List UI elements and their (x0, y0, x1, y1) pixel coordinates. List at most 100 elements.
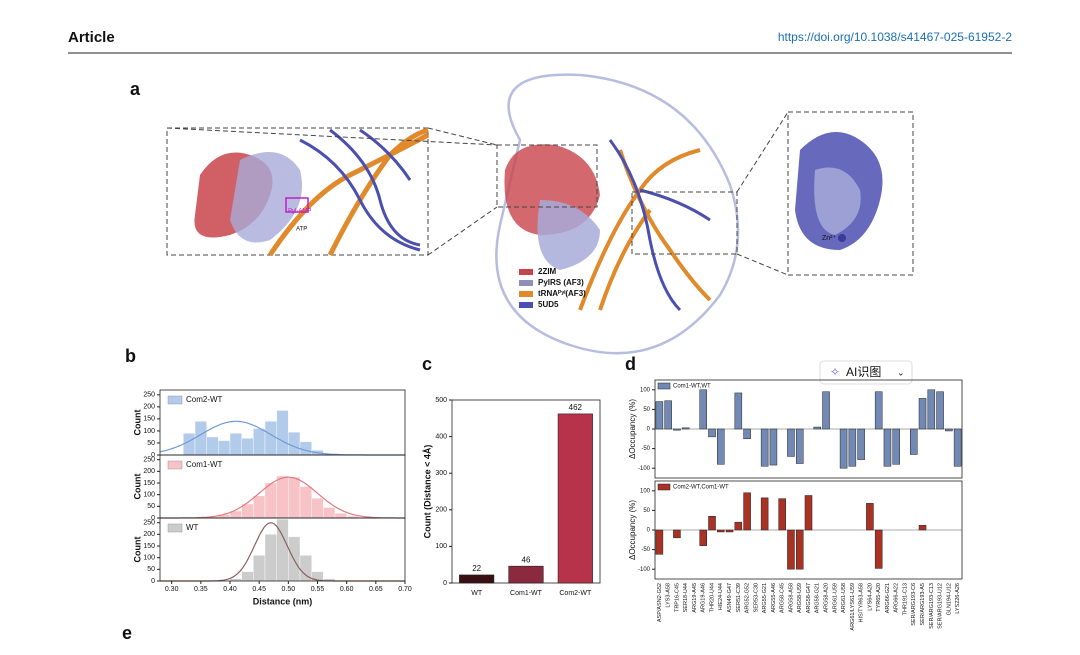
bar (655, 401, 664, 430)
bar (822, 391, 830, 430)
legend-label: tRNAᴾʸˡ(AF3) (538, 289, 586, 298)
bar (681, 427, 690, 430)
x-tick-label: ARG58-C45 (780, 583, 786, 613)
button-label[interactable]: AI识图 (846, 365, 881, 379)
bar (909, 428, 918, 455)
x-tick-label: 0.30 (165, 586, 179, 593)
bar (725, 529, 734, 533)
rna-strand (608, 139, 711, 312)
x-tick-label: 0.70 (398, 586, 412, 593)
value-label: 46 (522, 555, 531, 564)
protein-cartoon (230, 152, 302, 243)
structure-figure: Pyl-AMP ATP Zn²⁺ (166, 73, 914, 355)
hist-bar (206, 436, 219, 456)
hist-bar (334, 513, 347, 519)
bar (866, 503, 874, 531)
protein-cartoon (537, 200, 600, 270)
x-tick-label: WT (471, 590, 483, 597)
x-tick-label: ARG66-G21 (885, 583, 891, 613)
legend-swatch (519, 280, 533, 286)
doi-link[interactable]: https://doi.org/10.1038/s41467-025-61952… (778, 30, 1013, 44)
bar (874, 391, 883, 430)
hist-bar (253, 428, 266, 456)
bar (778, 498, 786, 531)
bar (787, 529, 795, 570)
ligand-label: Pyl-AMP (288, 209, 311, 215)
zoom-region (631, 191, 738, 255)
y-tick-label: 0 (647, 528, 651, 534)
bar (918, 398, 927, 430)
legend-swatch (167, 460, 183, 470)
y-tick-label: 200 (143, 531, 155, 538)
plot-frame (159, 517, 406, 582)
hist-bar (276, 475, 289, 519)
x-tick-label: ASP/ASN2-G52 (657, 583, 663, 622)
y-tick-label: 50 (643, 407, 650, 413)
hist-bar (264, 534, 277, 582)
button-frame[interactable] (819, 360, 913, 385)
x-tick-label: SER51-C39 (736, 583, 742, 612)
bar (673, 529, 681, 539)
hist-bar (299, 441, 312, 456)
x-tick-label: 0.55 (311, 586, 325, 593)
bar (557, 413, 593, 584)
y-tick-label: 50 (147, 503, 155, 510)
x-tick-label: TYR65-A20 (876, 583, 882, 612)
panel-label: b (125, 346, 136, 366)
ai-button[interactable]: ✧ AI识图 ⌄ (819, 360, 913, 385)
ligand-label: ATP (296, 227, 307, 233)
y-axis-label: Count (132, 537, 142, 563)
legend-label: WT (186, 523, 199, 532)
hist-bar (299, 486, 312, 519)
bar (760, 428, 769, 467)
hist-bar (241, 571, 254, 582)
legend-swatch (657, 483, 671, 491)
hist-bar (323, 507, 336, 519)
x-tick-label: ARG58-G21 (815, 583, 821, 613)
bar (857, 428, 865, 460)
x-tick-label: ASN49-G47 (727, 583, 733, 613)
y-tick-label: 250 (143, 457, 155, 464)
bar (795, 428, 804, 464)
x-tick-label: ARG61/LYS61-U59 (850, 583, 856, 631)
connector (736, 111, 789, 193)
x-tick-label: THR191-C13 (902, 583, 908, 615)
trna-helix (267, 132, 430, 257)
hist-bar (253, 495, 266, 519)
y-tick-label: 250 (143, 520, 155, 527)
x-tick-label: ARG55-G21 (762, 583, 768, 613)
y-tick-label: 50 (147, 566, 155, 573)
bar (769, 428, 778, 466)
y-tick-label: 50 (643, 508, 650, 514)
bar (708, 428, 716, 438)
bar (795, 529, 804, 570)
x-tick-label: ARG61-U59 (832, 583, 838, 613)
bar (804, 495, 813, 531)
connector (166, 127, 498, 146)
structure-legend: 2ZIM PylRS (AF3) tRNAᴾʸˡ(AF3) 5UD5 (519, 267, 586, 309)
x-axis-label: Distance (nm) (253, 596, 313, 606)
x-tick-label: LYS3-A58 (666, 583, 672, 608)
x-tick-label: 0.45 (252, 586, 266, 593)
x-tick-label: 0.65 (369, 586, 383, 593)
x-tick-label: SER53-C30 (753, 583, 759, 612)
x-tick-label: ARG19-A46 (701, 583, 707, 613)
x-tick-label: SER/ARG193-C6 (911, 583, 917, 626)
legend-swatch (519, 302, 533, 308)
x-tick-label: 0.35 (194, 586, 208, 593)
y-tick-label: 0 (443, 580, 447, 587)
y-tick-label: 200 (143, 404, 155, 411)
x-tick-label: Com1-WT (510, 590, 543, 597)
hist-bar (218, 440, 231, 456)
hist-bar (276, 410, 289, 456)
y-tick-label: 500 (435, 397, 447, 404)
connector (427, 206, 498, 256)
legend-swatch (519, 291, 533, 297)
hist-bar (241, 437, 254, 456)
y-tick-label: 200 (435, 507, 447, 514)
legend-label: 2ZIM (538, 267, 557, 276)
y-tick-label: 0 (151, 578, 155, 585)
y-tick-label: -100 (638, 567, 651, 573)
x-tick-label: 0.60 (340, 586, 354, 593)
